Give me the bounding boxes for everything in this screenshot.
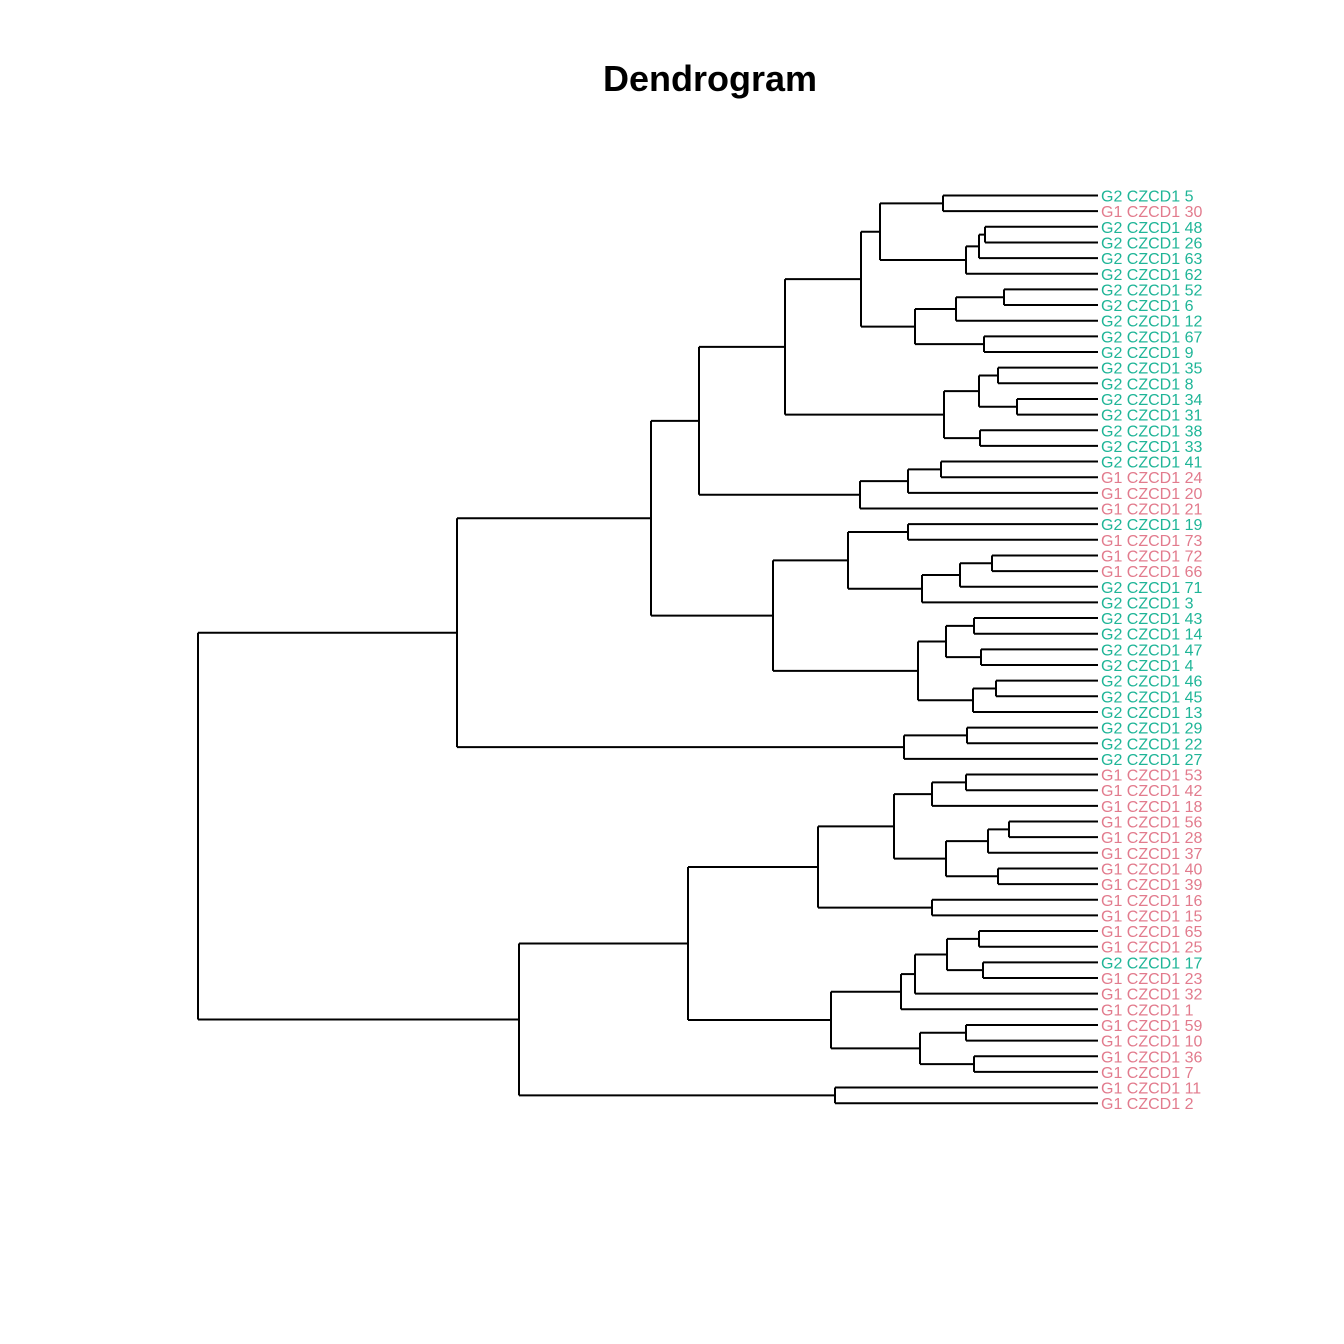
leaf-label: G1 CZCD1 40 bbox=[1101, 861, 1202, 878]
leaf-label: G1 CZCD1 53 bbox=[1101, 768, 1202, 785]
leaf-label: G1 CZCD1 32 bbox=[1101, 987, 1202, 1004]
leaf-label: G1 CZCD1 59 bbox=[1101, 1018, 1202, 1035]
leaf-label: G2 CZCD1 45 bbox=[1101, 689, 1202, 706]
leaf-label: G1 CZCD1 25 bbox=[1101, 940, 1202, 957]
leaf-label: G2 CZCD1 43 bbox=[1101, 611, 1202, 628]
leaf-label: G1 CZCD1 28 bbox=[1101, 830, 1202, 847]
leaf-label: G1 CZCD1 37 bbox=[1101, 846, 1202, 863]
leaf-label: G1 CZCD1 24 bbox=[1101, 470, 1202, 487]
leaf-label: G2 CZCD1 34 bbox=[1101, 392, 1202, 409]
leaf-label: G1 CZCD1 2 bbox=[1101, 1096, 1194, 1113]
leaf-label: G1 CZCD1 15 bbox=[1101, 908, 1202, 925]
leaf-label: G1 CZCD1 1 bbox=[1101, 1002, 1194, 1019]
leaf-label: G2 CZCD1 63 bbox=[1101, 251, 1202, 268]
leaf-label: G2 CZCD1 38 bbox=[1101, 423, 1202, 440]
leaf-label: G2 CZCD1 33 bbox=[1101, 439, 1202, 456]
leaf-label: G2 CZCD1 71 bbox=[1101, 580, 1202, 597]
leaf-label: G1 CZCD1 36 bbox=[1101, 1049, 1202, 1066]
leaf-label: G1 CZCD1 30 bbox=[1101, 204, 1202, 221]
leaf-label: G1 CZCD1 21 bbox=[1101, 502, 1202, 519]
leaf-label: G2 CZCD1 35 bbox=[1101, 361, 1202, 378]
leaf-label: G1 CZCD1 42 bbox=[1101, 783, 1202, 800]
leaf-label: G1 CZCD1 65 bbox=[1101, 924, 1202, 941]
leaf-label: G1 CZCD1 18 bbox=[1101, 799, 1202, 816]
leaf-label: G2 CZCD1 12 bbox=[1101, 314, 1202, 331]
leaf-label: G2 CZCD1 19 bbox=[1101, 517, 1202, 534]
leaf-label: G2 CZCD1 48 bbox=[1101, 220, 1202, 237]
leaf-label: G2 CZCD1 67 bbox=[1101, 329, 1202, 346]
leaf-label: G2 CZCD1 52 bbox=[1101, 282, 1202, 299]
leaf-label: G1 CZCD1 56 bbox=[1101, 815, 1202, 832]
leaf-label: G2 CZCD1 27 bbox=[1101, 752, 1202, 769]
leaf-label: G2 CZCD1 5 bbox=[1101, 189, 1194, 206]
leaf-label: G2 CZCD1 17 bbox=[1101, 955, 1202, 972]
leaf-label: G2 CZCD1 62 bbox=[1101, 267, 1202, 284]
leaf-label: G2 CZCD1 31 bbox=[1101, 408, 1202, 425]
leaf-label: G1 CZCD1 39 bbox=[1101, 877, 1202, 894]
leaf-label: G2 CZCD1 9 bbox=[1101, 345, 1194, 362]
leaf-label: G2 CZCD1 4 bbox=[1101, 658, 1194, 675]
leaf-label: G2 CZCD1 6 bbox=[1101, 298, 1194, 315]
leaf-label: G2 CZCD1 47 bbox=[1101, 642, 1202, 659]
leaf-label: G2 CZCD1 46 bbox=[1101, 674, 1202, 691]
leaf-label: G1 CZCD1 72 bbox=[1101, 548, 1202, 565]
leaf-label: G2 CZCD1 3 bbox=[1101, 595, 1194, 612]
dendrogram-branches bbox=[197, 194, 1098, 1105]
leaf-label: G1 CZCD1 23 bbox=[1101, 971, 1202, 988]
leaf-label: G1 CZCD1 20 bbox=[1101, 486, 1202, 503]
leaf-label: G1 CZCD1 66 bbox=[1101, 564, 1202, 581]
leaf-label: G1 CZCD1 10 bbox=[1101, 1034, 1202, 1051]
leaf-label: G2 CZCD1 26 bbox=[1101, 235, 1202, 252]
leaf-label: G1 CZCD1 11 bbox=[1101, 1081, 1201, 1098]
leaf-label: G1 CZCD1 16 bbox=[1101, 893, 1202, 910]
leaf-label: G2 CZCD1 13 bbox=[1101, 705, 1202, 722]
page-title: Dendrogram bbox=[602, 58, 818, 99]
leaf-label: G2 CZCD1 8 bbox=[1101, 376, 1194, 393]
leaf-label: G1 CZCD1 73 bbox=[1101, 533, 1202, 550]
leaf-label: G2 CZCD1 41 bbox=[1101, 455, 1202, 472]
leaf-label: G2 CZCD1 29 bbox=[1101, 721, 1202, 738]
leaf-label: G2 CZCD1 14 bbox=[1101, 627, 1202, 644]
leaf-label: G1 CZCD1 7 bbox=[1101, 1065, 1194, 1082]
leaf-label: G2 CZCD1 22 bbox=[1101, 736, 1202, 753]
